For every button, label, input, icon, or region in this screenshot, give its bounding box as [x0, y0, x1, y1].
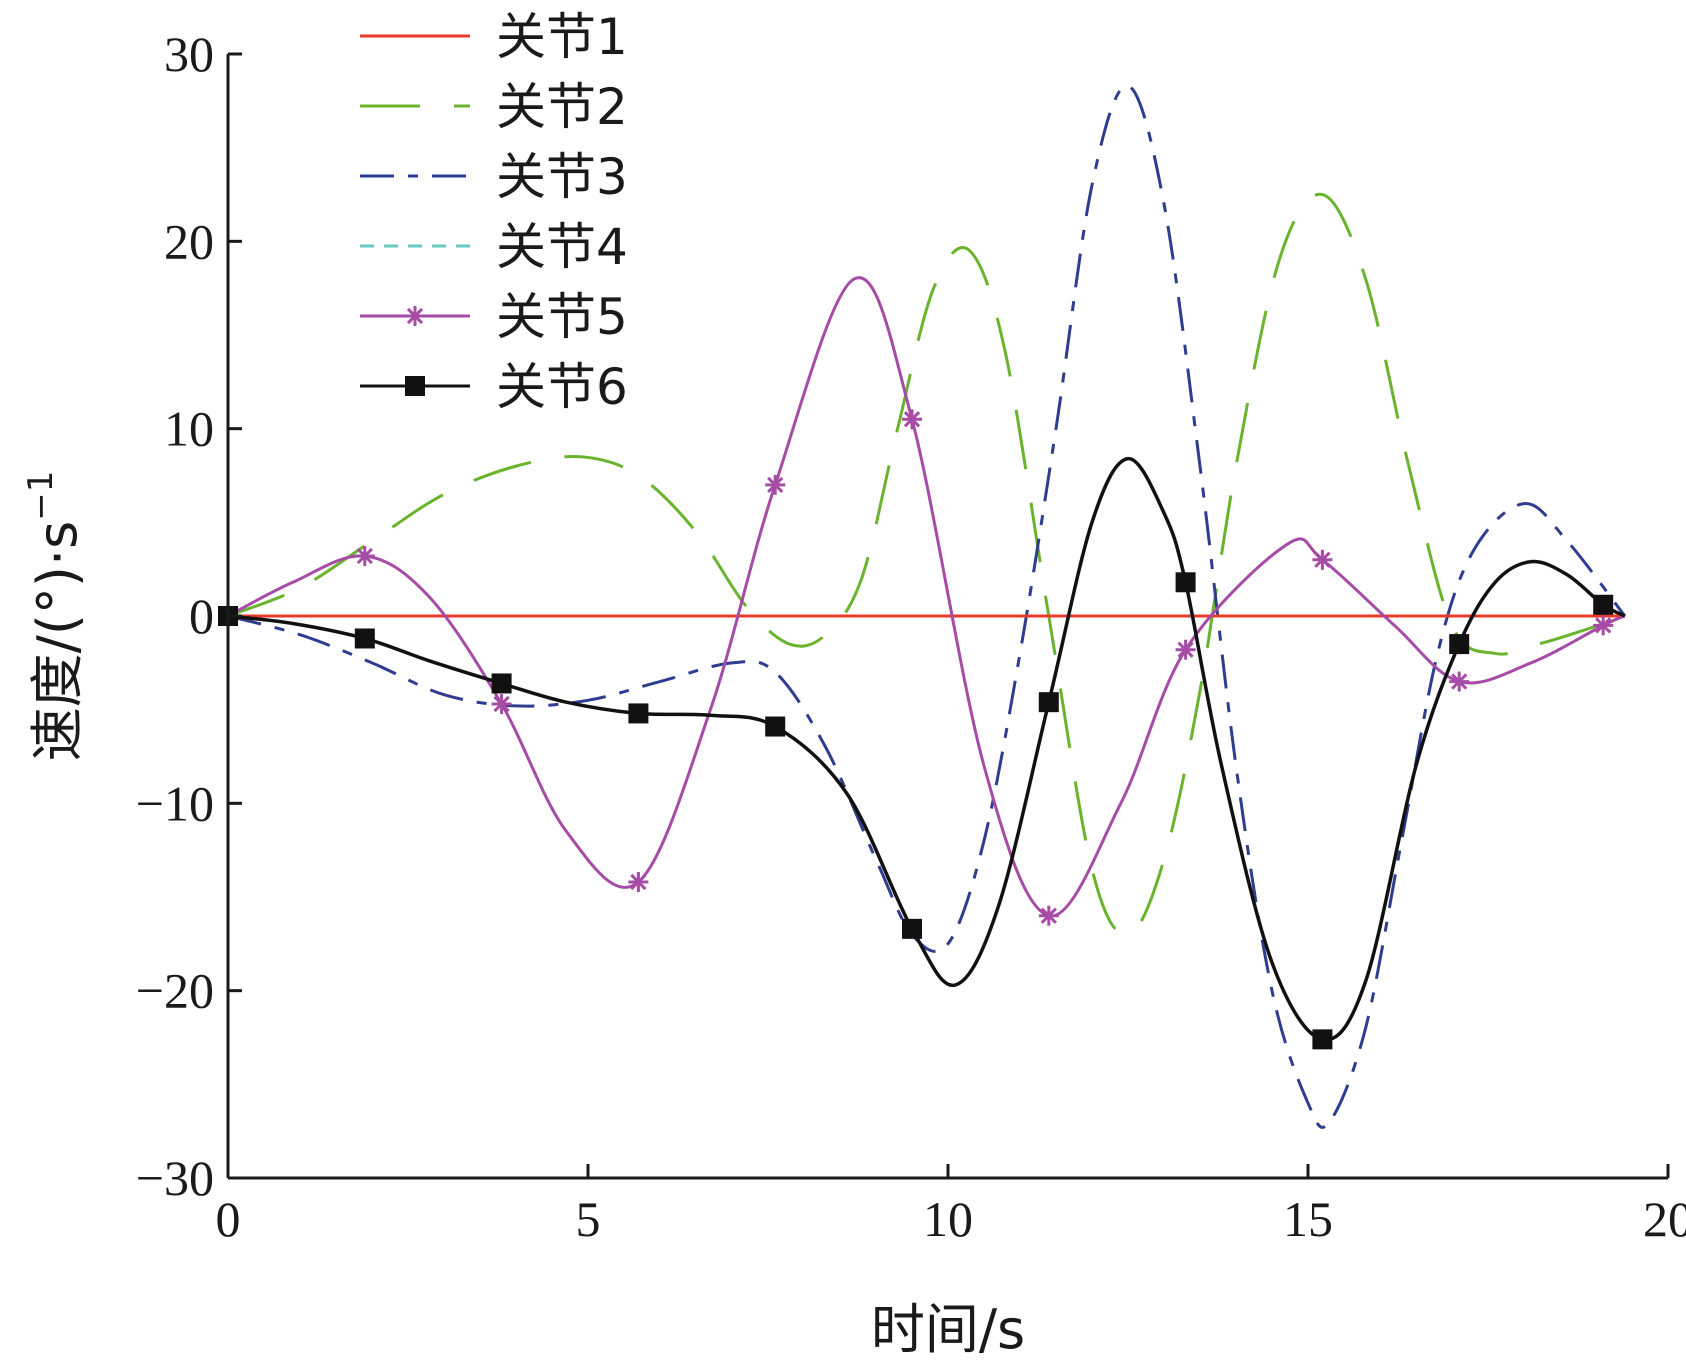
y-tick-label: 10: [164, 401, 214, 457]
series-5-marker: [1449, 671, 1470, 692]
plot-lines: [227, 84, 1626, 1129]
series-line-6: [227, 456, 1626, 1042]
series-5-marker: [765, 474, 786, 495]
legend-label-3: 关节3: [496, 148, 628, 206]
series-6-marker: [765, 716, 786, 737]
x-tick-label: 5: [576, 1191, 601, 1247]
series-line-2: [227, 192, 1626, 936]
y-tick-label: 30: [164, 26, 214, 82]
series-6-marker: [491, 673, 512, 694]
series-5-marker: [1038, 905, 1059, 926]
x-tick-label: 15: [1283, 1191, 1333, 1247]
legend-label-5: 关节5: [496, 288, 628, 346]
legend-label-1: 关节1: [496, 8, 628, 66]
series-5-marker: [902, 409, 922, 430]
series-5-marker: [1175, 639, 1196, 660]
series-5-marker: [354, 546, 375, 567]
x-tick-label: 20: [1643, 1191, 1686, 1247]
y-tick-label: 20: [164, 213, 214, 269]
series-6-marker: [354, 628, 375, 649]
series-6-marker: [1175, 572, 1196, 593]
series-5-marker: [491, 694, 512, 715]
y-axis-title: 速度/(°)·s−1: [21, 471, 89, 762]
legend-label-2: 关节2: [496, 78, 628, 136]
series-6-marker: [1449, 634, 1470, 655]
y-tick-label: 0: [189, 588, 214, 644]
y-axis-title-superscript: −1: [21, 471, 61, 521]
series-5-marker: [628, 872, 649, 893]
series-6-marker: [1312, 1029, 1333, 1050]
series-line-3: [227, 84, 1626, 1129]
y-tick-label: −30: [136, 1150, 214, 1206]
series-6-marker: [902, 918, 922, 939]
x-tick-label: 10: [923, 1191, 973, 1247]
y-tick-label: −20: [136, 963, 214, 1019]
series-5-marker: [1312, 549, 1333, 570]
series-5-marker: [1593, 615, 1614, 636]
legend-marker-5: [405, 306, 425, 326]
y-tick-label: −10: [136, 775, 214, 831]
x-tick-label: 0: [216, 1191, 241, 1247]
plot-markers: [218, 409, 1614, 1050]
x-axis-title: 时间/s: [871, 1298, 1025, 1361]
series-6-marker: [1593, 594, 1614, 615]
y-axis-title-main: 速度/(°)·s: [26, 521, 89, 762]
series-line-5: [227, 276, 1626, 918]
series-6-marker: [628, 703, 649, 724]
series-6-marker: [1038, 692, 1059, 713]
legend: 关节1 关节2 关节3 关节4 关节5 关节6: [360, 8, 628, 416]
legend-label-6: 关节6: [496, 358, 628, 416]
legend-marker-6: [405, 376, 425, 396]
legend-label-4: 关节4: [496, 218, 628, 276]
